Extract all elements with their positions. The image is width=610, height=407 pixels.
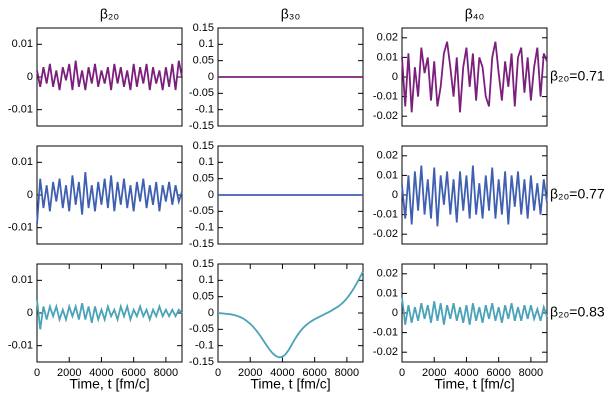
- y-tick-label: 0.01: [377, 169, 398, 181]
- data-line: [36, 299, 183, 330]
- x-tick-label: 8000: [335, 367, 359, 379]
- x-axis-label: Time, t [fm/c]: [434, 376, 514, 392]
- x-tick-label: 2000: [422, 367, 446, 379]
- y-tick-label: 0.1: [199, 274, 214, 286]
- x-tick-label: 0: [399, 367, 405, 379]
- row-label: β₂₀=0.71: [550, 68, 605, 84]
- y-tick-label: 0: [27, 189, 33, 201]
- y-tick-label: 0.15: [193, 258, 214, 270]
- y-tick-label: -0.1: [195, 104, 214, 116]
- y-tick-label: 0: [208, 189, 214, 201]
- row-label: β₂₀=0.77: [550, 186, 605, 202]
- y-tick-label: 0.02: [377, 268, 398, 280]
- y-tick-label: 0: [27, 307, 33, 319]
- y-tick-label: 0.05: [193, 173, 214, 185]
- x-tick-label: 2000: [238, 367, 262, 379]
- x-tick-label: 6000: [302, 367, 326, 379]
- data-line: [401, 165, 548, 227]
- y-tick-label: -0.01: [373, 91, 398, 103]
- data-line: [401, 297, 548, 325]
- y-tick-label: -0.01: [8, 104, 33, 116]
- y-tick-label: -0.15: [189, 238, 214, 250]
- column-title: β₄₀: [465, 6, 485, 22]
- y-tick-label: -0.05: [189, 205, 214, 217]
- x-axis-label: Time, t [fm/c]: [250, 376, 330, 392]
- y-tick-label: 0.01: [12, 156, 33, 168]
- y-tick-label: -0.05: [189, 323, 214, 335]
- x-tick-label: 6000: [486, 367, 510, 379]
- y-tick-label: 0.1: [199, 156, 214, 168]
- y-tick-label: -0.1: [195, 340, 214, 352]
- y-tick-label: 0.15: [193, 140, 214, 152]
- y-tick-label: -0.01: [373, 209, 398, 221]
- x-tick-label: 2000: [57, 367, 81, 379]
- data-line: [36, 172, 183, 225]
- x-tick-label: 8000: [154, 367, 178, 379]
- y-tick-label: -0.05: [189, 87, 214, 99]
- x-tick-label: 4000: [454, 367, 478, 379]
- x-tick-label: 6000: [121, 367, 145, 379]
- y-tick-label: 0.15: [193, 22, 214, 34]
- column-title: β₂₀: [100, 6, 119, 22]
- y-tick-label: -0.02: [373, 228, 398, 240]
- y-tick-label: -0.02: [373, 346, 398, 358]
- y-tick-label: 0.05: [193, 55, 214, 67]
- y-tick-label: 0.02: [377, 150, 398, 162]
- y-tick-label: 0: [27, 71, 33, 83]
- x-axis-label: Time, t [fm/c]: [69, 376, 149, 392]
- y-tick-label: -0.01: [373, 327, 398, 339]
- data-line: [36, 60, 183, 91]
- row-label: β₂₀=0.83: [550, 304, 605, 320]
- x-tick-label: 0: [34, 367, 40, 379]
- y-tick-label: 0.1: [199, 38, 214, 50]
- y-tick-label: -0.15: [189, 120, 214, 132]
- data-line: [401, 41, 548, 113]
- y-tick-label: 0.02: [377, 32, 398, 44]
- y-tick-label: 0.05: [193, 291, 214, 303]
- data-line: [217, 271, 364, 359]
- y-tick-label: -0.1: [195, 222, 214, 234]
- y-tick-label: 0.01: [377, 51, 398, 63]
- y-tick-label: 0: [392, 307, 398, 319]
- y-tick-label: 0: [208, 307, 214, 319]
- x-tick-label: 8000: [519, 367, 543, 379]
- y-tick-label: -0.01: [8, 340, 33, 352]
- y-tick-label: 0: [392, 71, 398, 83]
- y-tick-label: -0.02: [373, 110, 398, 122]
- x-tick-label: 0: [215, 367, 221, 379]
- y-tick-label: 0.01: [12, 38, 33, 50]
- y-tick-label: 0: [208, 71, 214, 83]
- y-tick-label: 0: [392, 189, 398, 201]
- y-tick-label: -0.15: [189, 356, 214, 368]
- column-title: β₃₀: [281, 6, 301, 22]
- x-tick-label: 4000: [270, 367, 294, 379]
- y-tick-label: 0.01: [377, 287, 398, 299]
- y-tick-label: 0.01: [12, 274, 33, 286]
- x-tick-label: 4000: [89, 367, 113, 379]
- y-tick-label: -0.01: [8, 222, 33, 234]
